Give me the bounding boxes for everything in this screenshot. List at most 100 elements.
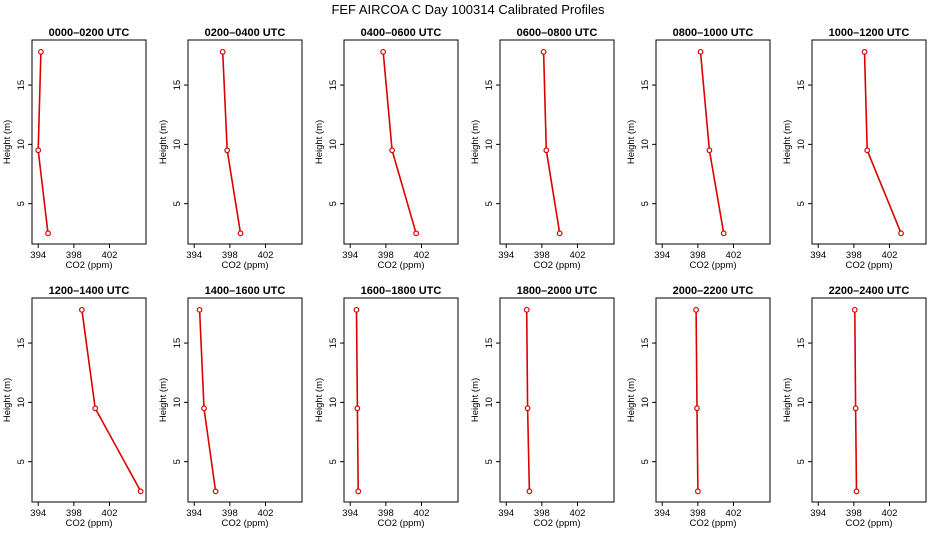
data-point <box>694 405 700 412</box>
figure-title: FEF AIRCOA C Day 100314 Calibrated Profi… <box>331 2 605 17</box>
x-tick-label: 398 <box>222 250 238 261</box>
data-point <box>706 147 713 154</box>
x-tick-label: 394 <box>342 250 358 261</box>
x-tick-label: 394 <box>810 250 826 261</box>
panel-title: 2000–2200 UTC <box>673 285 754 297</box>
x-axis-label: CO2 (ppm) <box>222 260 269 271</box>
y-tick-label: 5 <box>328 201 339 206</box>
y-axis-label: Height (m) <box>626 120 637 164</box>
profile-line <box>695 309 699 492</box>
x-tick-label: 402 <box>882 250 898 261</box>
y-tick-label: 10 <box>640 139 651 150</box>
y-tick-label: 5 <box>172 459 183 464</box>
data-point <box>196 306 203 313</box>
plot-frame <box>499 297 615 503</box>
profile-line <box>382 51 417 234</box>
profile-panel: 0600–0800 UTC 394 398 402 5 10 15 CO2 (ppm) Heig… <box>470 27 615 271</box>
data-point <box>898 230 904 237</box>
data-point <box>92 405 99 412</box>
y-tick-label: 5 <box>796 459 807 464</box>
x-tick-label: 402 <box>414 508 430 519</box>
x-tick-label: 394 <box>30 508 46 519</box>
data-point <box>851 306 858 313</box>
x-tick-label: 402 <box>726 250 742 261</box>
y-tick-label: 10 <box>328 139 339 150</box>
data-point <box>524 405 531 412</box>
plot-frame <box>187 297 303 503</box>
y-tick-label: 5 <box>796 201 807 206</box>
data-point <box>224 147 231 154</box>
x-tick-label: 398 <box>66 250 82 261</box>
y-tick-label: 5 <box>640 459 651 464</box>
y-tick-label: 15 <box>796 80 807 91</box>
y-tick-label: 5 <box>328 459 339 464</box>
y-tick-label: 15 <box>328 338 339 349</box>
panel-title: 1000–1200 UTC <box>829 27 910 39</box>
x-tick-label: 394 <box>498 250 514 261</box>
x-tick-label: 398 <box>534 250 550 261</box>
data-point <box>852 405 859 412</box>
panel-title: 1800–2000 UTC <box>517 285 598 297</box>
y-tick-label: 5 <box>484 459 495 464</box>
data-point <box>697 48 704 55</box>
data-point <box>853 488 860 495</box>
data-point <box>38 48 44 55</box>
plot-frame <box>31 39 147 245</box>
y-tick-label: 15 <box>172 80 183 91</box>
profile-line <box>221 51 242 234</box>
y-axis-label: Height (m) <box>470 120 481 164</box>
panel-title: 0600–0800 UTC <box>517 27 598 39</box>
data-point <box>543 147 550 154</box>
profile-line <box>699 51 725 234</box>
y-axis-label: Height (m) <box>2 120 13 164</box>
x-tick-label: 398 <box>846 250 862 261</box>
y-tick-label: 15 <box>484 338 495 349</box>
plot-frame <box>343 297 459 503</box>
data-point <box>380 48 387 55</box>
y-tick-label: 5 <box>16 201 27 206</box>
y-axis-label: Height (m) <box>782 378 793 422</box>
x-tick-label: 394 <box>342 508 358 519</box>
y-tick-label: 15 <box>172 338 183 349</box>
x-axis-label: CO2 (ppm) <box>378 518 425 529</box>
x-axis-label: CO2 (ppm) <box>378 260 425 271</box>
y-tick-label: 10 <box>16 139 27 150</box>
panel-title: 1200–1400 UTC <box>49 285 130 297</box>
panel-title: 0000–0200 UTC <box>49 27 130 39</box>
y-tick-label: 15 <box>640 80 651 91</box>
data-point <box>693 306 699 313</box>
plot-frame <box>655 39 771 245</box>
panel-title: 0200–0400 UTC <box>205 27 286 39</box>
y-tick-label: 10 <box>796 397 807 408</box>
data-point <box>237 230 244 237</box>
y-tick-label: 15 <box>796 338 807 349</box>
data-point <box>523 306 530 313</box>
x-tick-label: 394 <box>654 508 670 519</box>
profile-line <box>525 309 531 492</box>
data-point <box>720 230 727 237</box>
x-axis-label: CO2 (ppm) <box>534 260 581 271</box>
profile-panel: 2000–2200 UTC 394 398 402 5 10 15 CO2 (ppm) Heig… <box>626 285 771 529</box>
y-axis-label: Height (m) <box>626 378 637 422</box>
x-tick-label: 394 <box>498 508 514 519</box>
panel-title: 0800–1000 UTC <box>673 27 754 39</box>
data-point <box>540 48 547 55</box>
x-tick-label: 402 <box>258 508 274 519</box>
profile-line <box>863 51 902 234</box>
data-point <box>78 306 85 313</box>
x-tick-label: 402 <box>882 508 898 519</box>
profile-line <box>81 309 142 492</box>
profile-line <box>198 309 217 492</box>
y-tick-label: 10 <box>16 397 27 408</box>
profile-panel: 1600–1800 UTC 394 398 402 5 10 15 CO2 (ppm) Heig… <box>314 285 459 529</box>
x-axis-label: CO2 (ppm) <box>690 260 737 271</box>
data-point <box>219 48 226 55</box>
x-axis-label: CO2 (ppm) <box>846 518 893 529</box>
x-tick-label: 402 <box>102 250 118 261</box>
data-point <box>35 147 42 154</box>
profile-panel: 2200–2400 UTC 394 398 402 5 10 15 CO2 (ppm) Heig… <box>782 285 927 529</box>
data-point <box>201 405 207 412</box>
x-tick-label: 398 <box>66 508 82 519</box>
x-tick-label: 398 <box>846 508 862 519</box>
